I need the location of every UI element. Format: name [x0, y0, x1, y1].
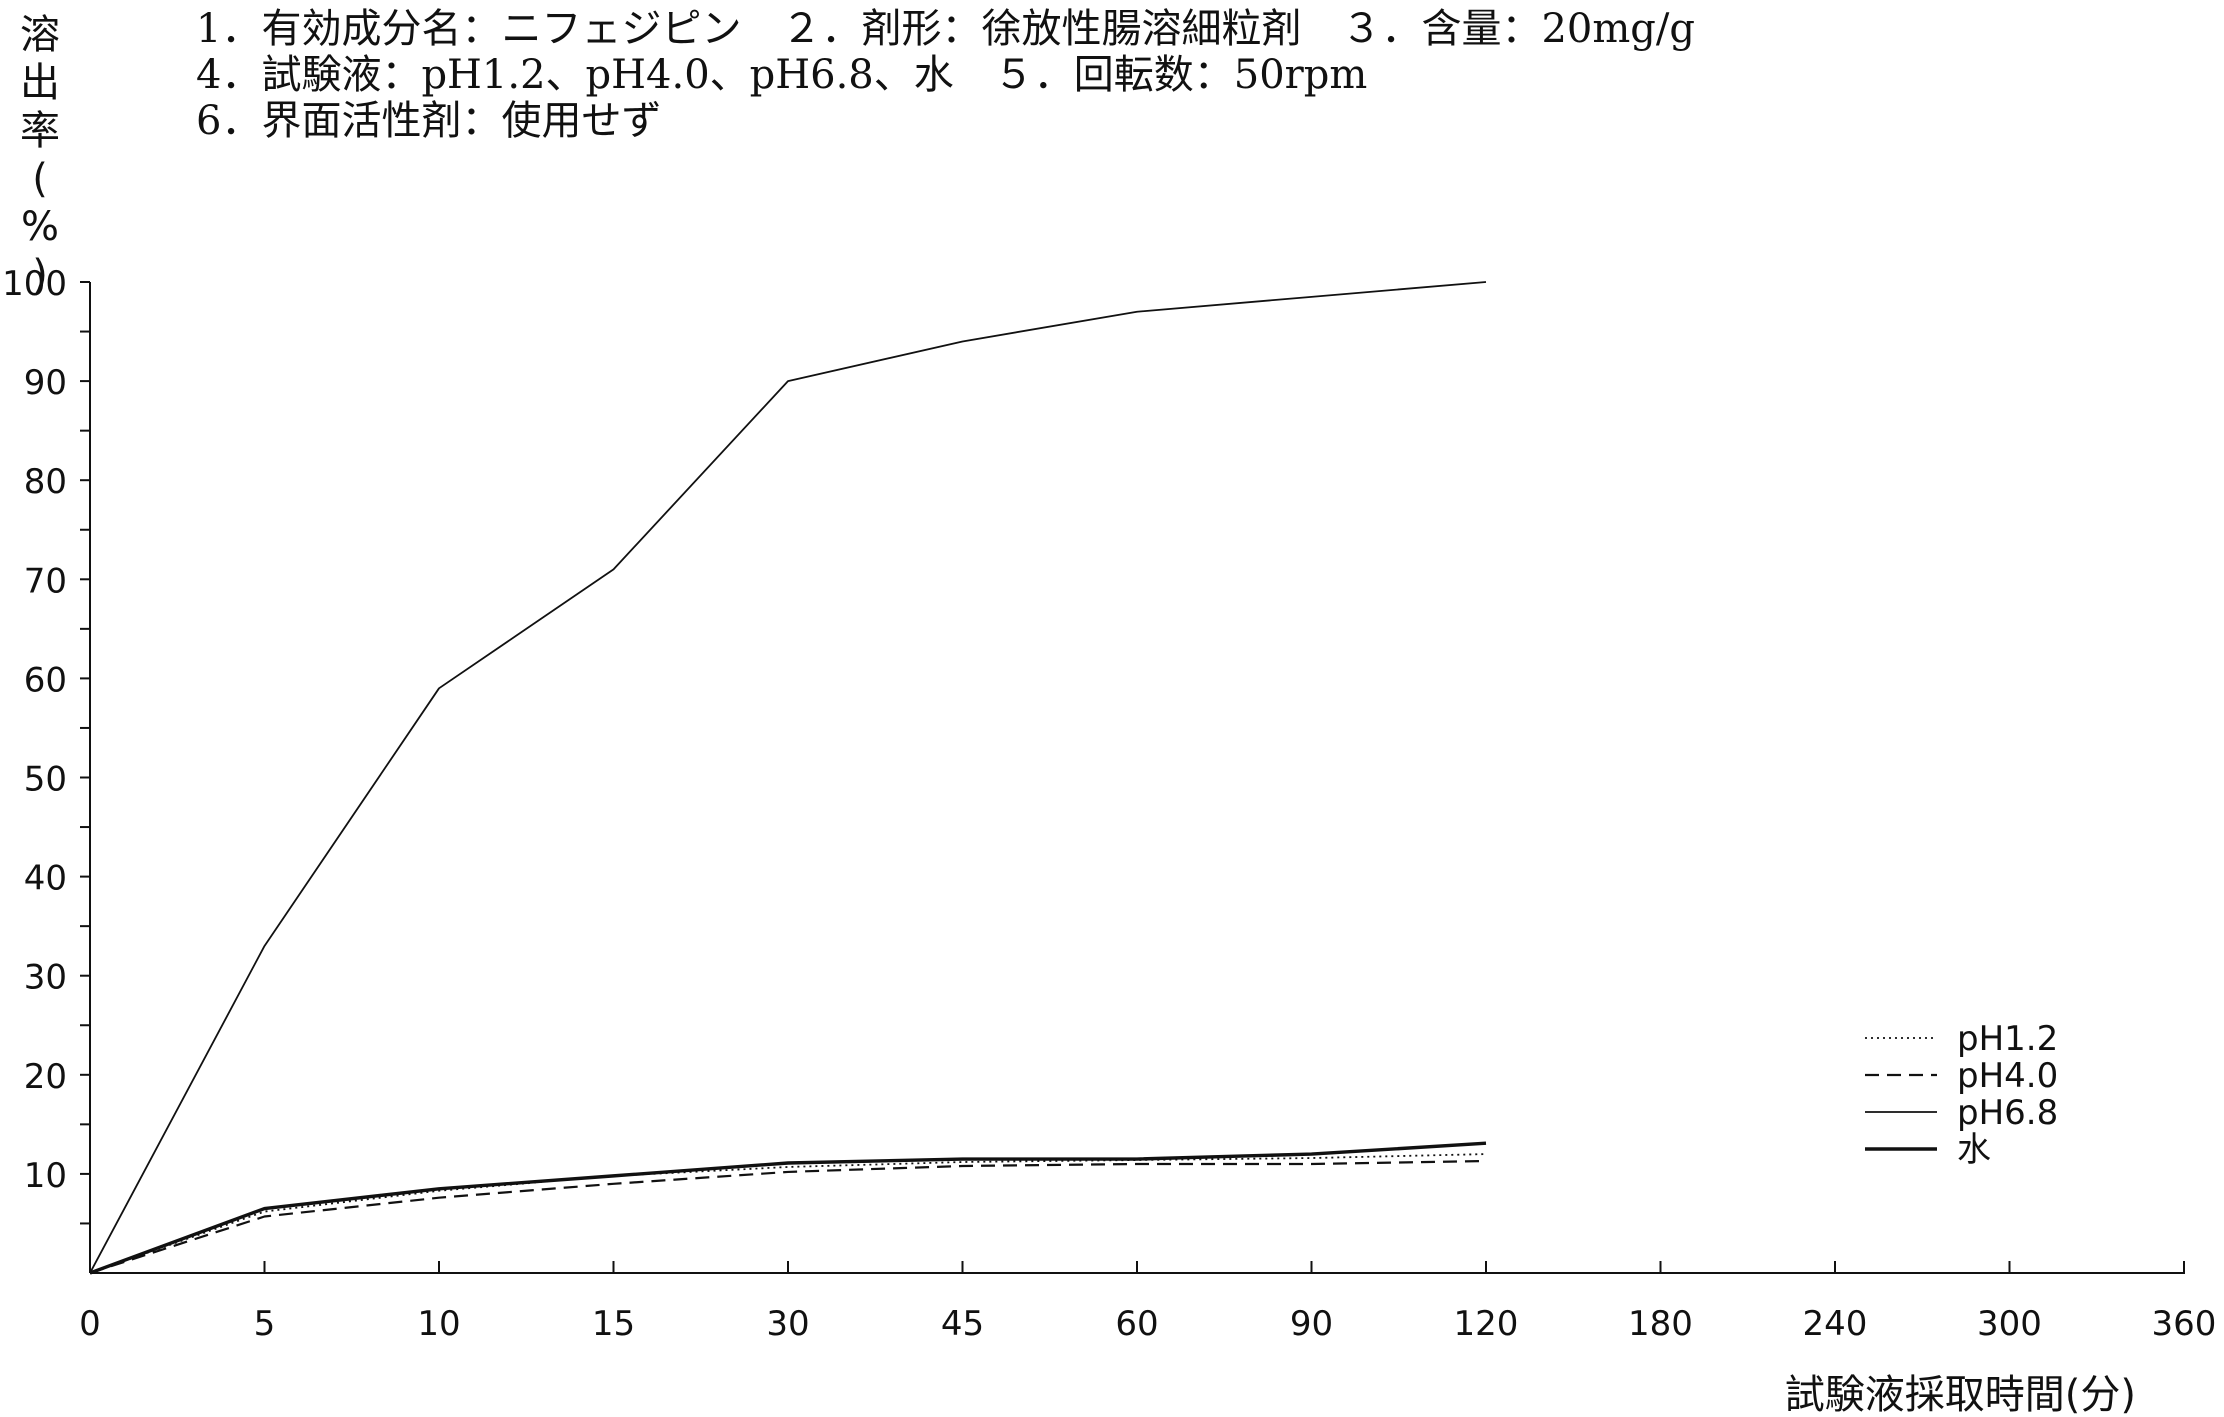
- x-axis-label: 試験液採取時間(分): [1785, 1372, 2136, 1417]
- y-tick-label: 50: [24, 760, 67, 800]
- x-tick-label: 0: [79, 1304, 101, 1344]
- x-tick-label: 5: [254, 1304, 276, 1344]
- x-axis-ticks: 0 5 10 15 30 45 60 90 120 180 240 300 360: [79, 1304, 2216, 1344]
- x-tick-label: 300: [1977, 1304, 2042, 1344]
- y-label-char: (: [32, 156, 48, 202]
- header-line-3: 6．界面活性剤：使用せず: [196, 98, 662, 144]
- x-tick-label: 240: [1803, 1304, 1868, 1344]
- header-line-1: 1．有効成分名：ニフェジピン ２．剤形：徐放性腸溶細粒剤 ３．含量：20mg/g: [196, 6, 1695, 52]
- x-tick-label: 180: [1628, 1304, 1693, 1344]
- x-tick-label: 120: [1454, 1304, 1519, 1344]
- y-tick-label: 20: [24, 1057, 67, 1097]
- y-label-char: %: [21, 204, 59, 250]
- axes: [80, 281, 2185, 1274]
- y-tick-label: 40: [24, 859, 67, 899]
- y-label-char: ): [32, 252, 48, 298]
- x-tick-label: 60: [1115, 1304, 1158, 1344]
- legend-label-pH1.2: pH1.2: [1957, 1019, 2058, 1059]
- legend-label-pH4.0: pH4.0: [1957, 1056, 2058, 1096]
- y-tick-label: 100: [2, 264, 67, 304]
- x-tick-label: 90: [1290, 1304, 1333, 1344]
- series-lines: [89, 281, 1487, 1275]
- series-line-pH6.8: [89, 281, 1487, 1274]
- y-axis-ticks: 10 20 30 40 50 60 70 80 90 100: [2, 264, 67, 1196]
- y-tick-label: 70: [24, 561, 67, 601]
- y-label-char: 出: [20, 60, 60, 106]
- y-tick-label: 80: [24, 462, 67, 502]
- y-tick-label: 60: [24, 660, 67, 700]
- x-tick-label: 45: [941, 1304, 984, 1344]
- series-line-pH4.0: [89, 1159, 1487, 1275]
- y-label-char: 溶: [20, 12, 60, 58]
- y-tick-label: 10: [24, 1156, 67, 1196]
- x-tick-label: 360: [2152, 1304, 2217, 1344]
- x-tick-label: 10: [417, 1304, 460, 1344]
- y-label-char: 率: [20, 108, 60, 154]
- legend-label-pH6.8: pH6.8: [1957, 1093, 2058, 1133]
- series-line-水: [89, 1141, 1487, 1275]
- x-tick-label: 15: [592, 1304, 635, 1344]
- series-line-pH1.2: [89, 1153, 1487, 1274]
- legend-label-水: 水: [1957, 1130, 1991, 1170]
- x-tick-label: 30: [766, 1304, 809, 1344]
- y-tick-label: 90: [24, 363, 67, 403]
- y-tick-label: 30: [24, 958, 67, 998]
- header-line-2: 4．試験液：pH1.2、pH4.0、pH6.8、水 ５．回転数：50rpm: [196, 52, 1368, 98]
- y-axis-label: 溶出率(%): [20, 12, 60, 298]
